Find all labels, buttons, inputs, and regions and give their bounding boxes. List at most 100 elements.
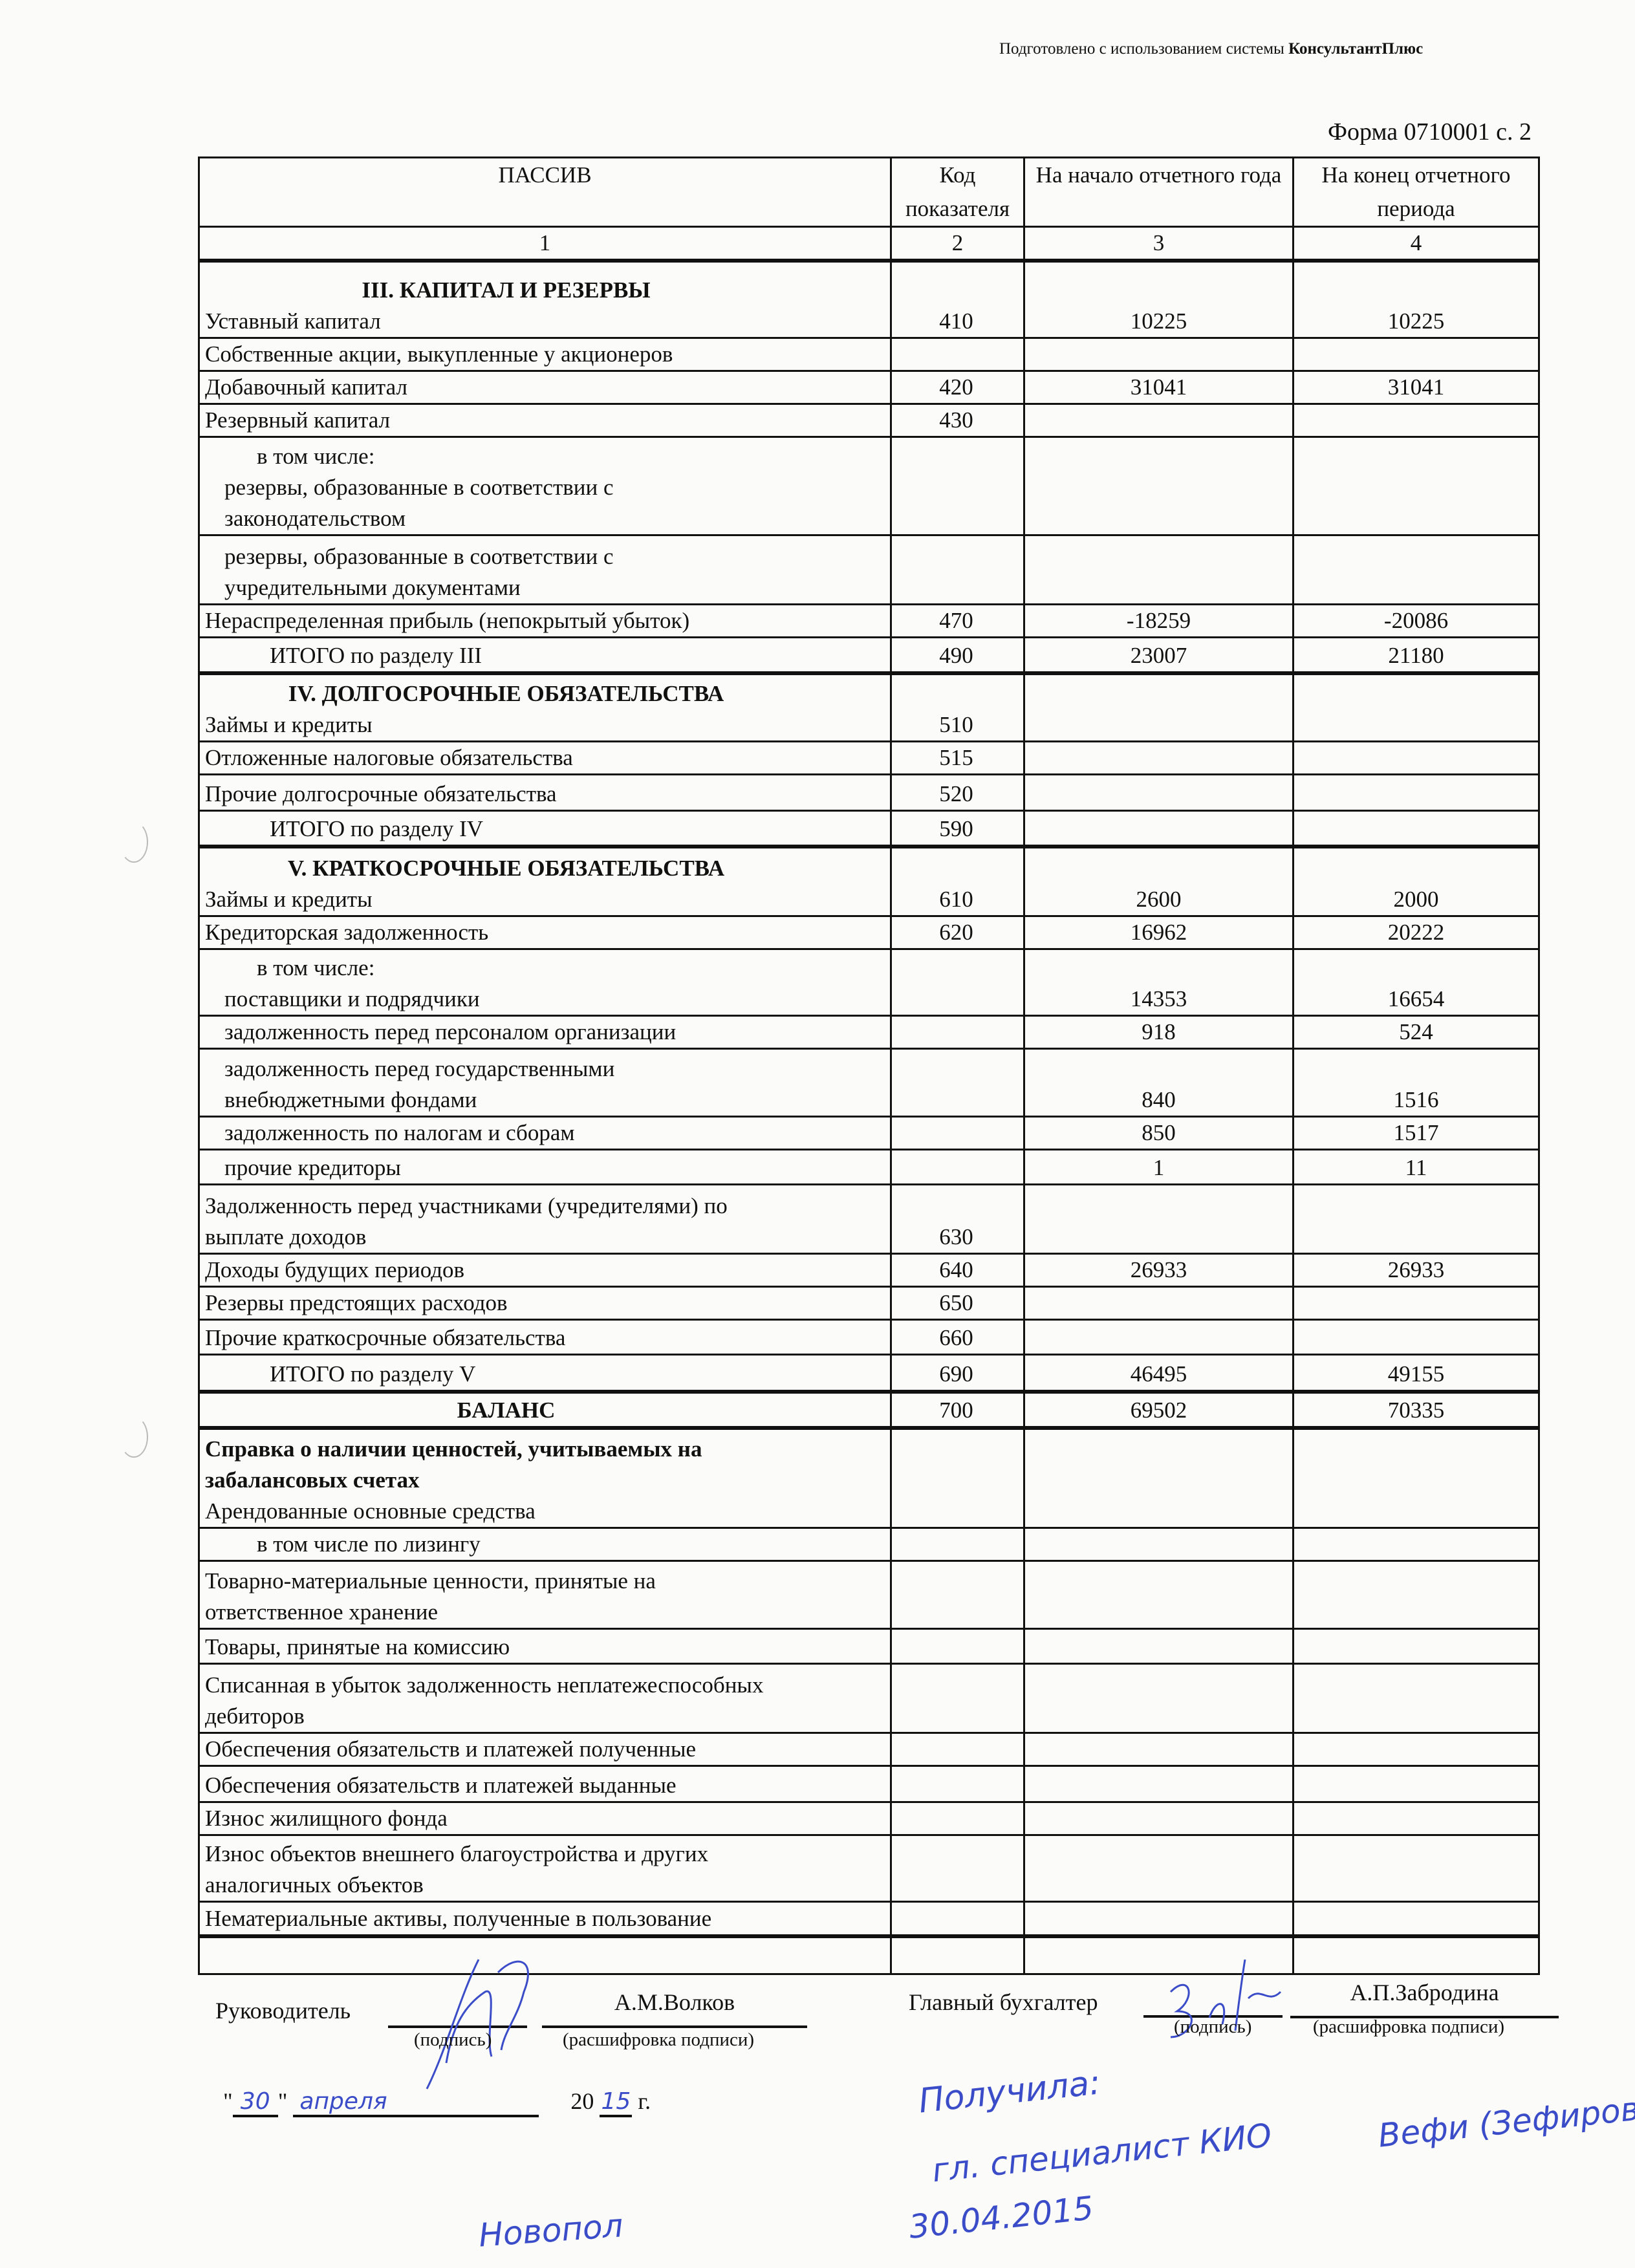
value-start xyxy=(1023,1318,1294,1355)
table-row: Доходы будущих периодов 640 26933 26933 xyxy=(198,1252,1540,1288)
row-label-line: дебиторов xyxy=(205,1703,305,1729)
accountant-label: Главный бухгалтер xyxy=(909,1989,1098,2015)
column-number: 2 xyxy=(890,226,1025,263)
row-label: Прочие краткосрочные обязательства xyxy=(198,1318,892,1355)
value-start: 918 xyxy=(1023,1014,1294,1050)
signature-caption: (подпись) xyxy=(414,2029,492,2050)
table-row: задолженность перед государственными внеб… xyxy=(198,1047,1540,1118)
value-end xyxy=(1292,773,1540,812)
row-label: III. КАПИТАЛ И РЕЗЕРВЫ Уставный капитал xyxy=(198,259,892,339)
received-date: 30.04.2015 xyxy=(907,2189,1096,2246)
table-row: в том числе: поставщики и подрядчики 14353… xyxy=(198,947,1540,1017)
row-label-line: внебюджетными фондами xyxy=(224,1086,477,1112)
decode-caption: (расшифровка подписи) xyxy=(563,2029,755,2050)
row-label: Нераспределенная прибыль (непокрытый убы… xyxy=(198,603,892,638)
table-row: задолженность перед персоналом организац… xyxy=(198,1014,1540,1050)
row-label-line: Прочие краткосрочные обязательства xyxy=(205,1324,566,1350)
value-start: 10225 xyxy=(1023,259,1294,339)
column-number: 4 xyxy=(1292,226,1540,263)
table-row: резервы, образованные в соответствии с уч… xyxy=(198,534,1540,605)
row-label-line: Доходы будущих периодов xyxy=(205,1257,465,1282)
bottom-handwritten-name: Новопол xyxy=(477,2207,625,2254)
row-label-line: Кредиторская задолженность xyxy=(205,919,489,945)
accountant-signature-line xyxy=(1143,1987,1283,2018)
row-label-line: Резервный капитал xyxy=(205,407,391,433)
value-end xyxy=(1292,1427,1540,1529)
received-note: Получила: xyxy=(916,2063,1103,2121)
table-row: в том числе по лизингу xyxy=(198,1526,1540,1562)
value-end xyxy=(1292,1183,1540,1255)
column-number-row: 1 2 3 4 xyxy=(198,226,1540,263)
head-label: Руководитель xyxy=(215,1998,351,2024)
table-row: Товарно-материальные ценности, принятые … xyxy=(198,1559,1540,1630)
row-label-line: прочие кредиторы xyxy=(224,1154,401,1180)
row-label-line: забалансовых счетах xyxy=(205,1467,420,1493)
value-start xyxy=(1023,1935,1294,1975)
row-label-line: задолженность перед государственными xyxy=(224,1055,615,1081)
table-header-row: ПАССИВ Код показателя На начало отчетног… xyxy=(198,157,1540,228)
prepared-with-note: Подготовлено с использованием системы Ко… xyxy=(999,40,1423,58)
indicator-code: 640 xyxy=(890,1252,1025,1288)
row-label: задолженность по налогам и сборам xyxy=(198,1115,892,1150)
value-start: 850 xyxy=(1023,1115,1294,1150)
brand-name: КонсультантПлюс xyxy=(1288,40,1424,58)
row-label: Износ объектов внешнего благоустройства … xyxy=(198,1833,892,1903)
row-label: Добавочный капитал xyxy=(198,369,892,405)
decode-caption: (расшифровка подписи) xyxy=(1313,2016,1505,2037)
value-start xyxy=(1023,1833,1294,1903)
row-label: Резервный капитал xyxy=(198,402,892,438)
value-end: 49155 xyxy=(1292,1353,1540,1394)
value-end xyxy=(1292,1285,1540,1321)
value-end xyxy=(1292,1764,1540,1803)
table-row: Нематериальные активы, полученные в поль… xyxy=(198,1900,1540,1938)
value-end xyxy=(1292,1662,1540,1734)
row-label: резервы, образованные в соответствии с уч… xyxy=(198,534,892,605)
indicator-code: 630 xyxy=(890,1183,1025,1255)
indicator-code: 690 xyxy=(890,1353,1025,1394)
row-label: Справка о наличии ценностей, учитываемых… xyxy=(198,1427,892,1529)
row-label: Кредиторская задолженность xyxy=(198,914,892,950)
value-start xyxy=(1023,773,1294,812)
value-start: 2600 xyxy=(1023,845,1294,917)
row-label: ИТОГО по разделу V xyxy=(198,1353,892,1394)
row-label-line: аналогичных объектов xyxy=(205,1872,424,1897)
table-row: Прочие долгосрочные обязательства 520 xyxy=(198,773,1540,812)
indicator-code xyxy=(890,1935,1025,1975)
value-end xyxy=(1292,1318,1540,1355)
indicator-code: 700 xyxy=(890,1390,1025,1430)
indicator-code xyxy=(890,947,1025,1017)
row-label-line: Отложенные налоговые обязательства xyxy=(205,744,573,770)
row-label-line: в том числе: xyxy=(257,443,375,469)
head-name: А.М.Волков xyxy=(542,1989,807,2028)
table-row: Износ жилищного фонда xyxy=(198,1800,1540,1836)
table-row: Собственные акции, выкупленные у акционе… xyxy=(198,336,1540,372)
row-label-line: поставщики и подрядчики xyxy=(224,986,480,1011)
row-label-line: Уставный капитал xyxy=(205,308,381,334)
value-end: 20222 xyxy=(1292,914,1540,950)
value-end: 16654 xyxy=(1292,947,1540,1017)
received-by: гл. специалист КИО xyxy=(930,2116,1273,2190)
value-start xyxy=(1023,1731,1294,1767)
value-start xyxy=(1023,1764,1294,1803)
row-label-line: резервы, образованные в соответствии с xyxy=(224,543,614,569)
indicator-code xyxy=(890,336,1025,372)
row-label-line: резервы, образованные в соответствии с xyxy=(224,474,614,500)
accountant-name: А.П.Забродина xyxy=(1290,1979,1559,2018)
value-start xyxy=(1023,1526,1294,1562)
date-month: апреля xyxy=(293,2088,539,2117)
row-label-line: Прочие долгосрочные обязательства xyxy=(205,781,557,806)
value-start: 14353 xyxy=(1023,947,1294,1017)
row-label-line: учредительными документами xyxy=(224,574,521,600)
indicator-code: 470 xyxy=(890,603,1025,638)
row-label-line: в том числе: xyxy=(257,955,375,980)
value-end: 26933 xyxy=(1292,1252,1540,1288)
value-end xyxy=(1292,1900,1540,1938)
row-label: ИТОГО по разделу III xyxy=(198,636,892,675)
value-end xyxy=(1292,402,1540,438)
value-start xyxy=(1023,435,1294,536)
accountant-signature xyxy=(1169,1960,1282,2038)
indicator-code xyxy=(890,1833,1025,1903)
row-label-line: Товарно-материальные ценности, принятые … xyxy=(205,1568,656,1593)
row-label: прочие кредиторы xyxy=(198,1148,892,1185)
value-end xyxy=(1292,1731,1540,1767)
